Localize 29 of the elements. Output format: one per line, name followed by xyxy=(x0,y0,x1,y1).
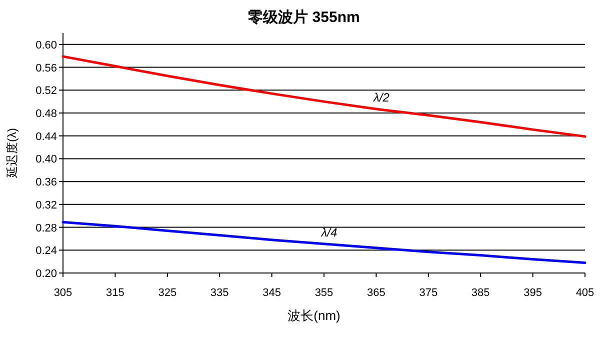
x-tick-label: 375 xyxy=(419,287,438,299)
x-tick-label: 395 xyxy=(524,287,542,299)
y-tick-label: 0.40 xyxy=(36,154,57,166)
y-tick-label: 0.20 xyxy=(36,268,57,280)
x-tick-label: 305 xyxy=(54,287,72,299)
y-tick-label: 0.24 xyxy=(36,245,57,258)
x-tick-label: 345 xyxy=(262,287,281,299)
x-tick-label: 325 xyxy=(158,287,177,299)
y-tick-label: 0.28 xyxy=(36,222,57,234)
y-tick-label: 0.56 xyxy=(36,62,57,74)
x-tick-label: 355 xyxy=(314,287,334,299)
x-tick-label: 335 xyxy=(210,287,229,299)
line-series xyxy=(62,55,586,138)
y-tick-label: 0.36 xyxy=(36,176,57,189)
series-label: λ/2 xyxy=(372,90,390,105)
y-tick-label: 0.48 xyxy=(36,108,57,120)
y-tick-label: 0.52 xyxy=(36,85,57,98)
series-label: λ/4 xyxy=(320,225,338,240)
x-tick-label: 405 xyxy=(576,287,594,299)
chart-title: 零级波片 355nm xyxy=(248,9,360,26)
x-axis-title: 波长(nm) xyxy=(288,308,340,323)
y-axis-title: 延迟度(λ) xyxy=(5,128,19,179)
x-tick-label: 315 xyxy=(106,287,124,299)
line-series xyxy=(62,220,586,264)
y-tick-label: 0.32 xyxy=(36,199,57,212)
x-tick-label: 365 xyxy=(367,287,386,299)
x-tick-label: 385 xyxy=(471,287,490,299)
y-tick-label: 0.44 xyxy=(36,130,57,143)
y-tick-label: 0.60 xyxy=(36,39,57,52)
